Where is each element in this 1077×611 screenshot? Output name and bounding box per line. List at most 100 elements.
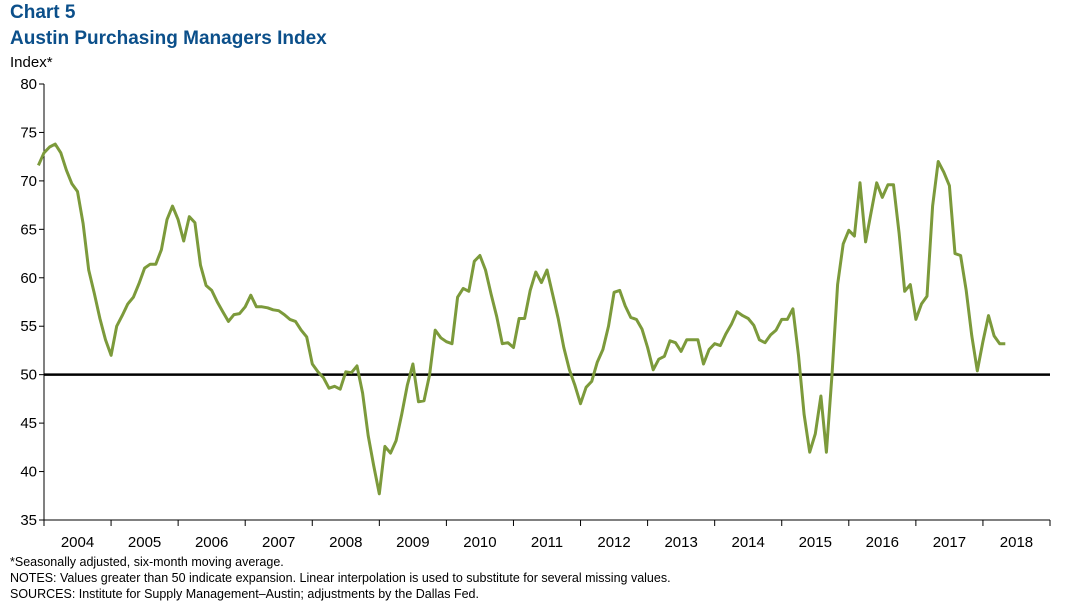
data-point [389, 452, 392, 455]
data-point [395, 439, 398, 442]
data-point [495, 315, 498, 318]
y-tick-label: 55 [20, 318, 37, 335]
data-point [719, 344, 722, 347]
y-tick-label: 65 [20, 221, 37, 238]
data-point [294, 320, 297, 323]
data-point [886, 183, 889, 186]
footnote-sources: SOURCES: Institute for Supply Management… [10, 587, 479, 601]
data-point [205, 284, 208, 287]
x-tick-label: 2015 [799, 534, 832, 551]
data-point [193, 221, 196, 224]
data-point [769, 333, 772, 336]
data-point [791, 307, 794, 310]
x-tick-label: 2014 [732, 534, 765, 551]
data-point [333, 385, 336, 388]
data-point [596, 361, 599, 364]
data-point [685, 338, 688, 341]
data-point [635, 318, 638, 321]
data-point [199, 264, 202, 267]
data-point [255, 305, 258, 308]
data-point [987, 314, 990, 317]
data-point [154, 263, 157, 266]
x-tick-label: 2013 [664, 534, 697, 551]
data-point [182, 240, 185, 243]
data-point [825, 451, 828, 454]
data-point [669, 339, 672, 342]
y-tick-label: 70 [20, 173, 37, 190]
y-axis-unit-label: Index* [10, 54, 53, 71]
data-point [920, 302, 923, 305]
data-point [121, 314, 124, 317]
data-point [277, 309, 280, 312]
y-tick-label: 45 [20, 415, 37, 432]
data-point [702, 363, 705, 366]
x-tick-label: 2010 [463, 534, 496, 551]
data-point [512, 346, 515, 349]
x-tick-label: 2009 [396, 534, 429, 551]
y-tick-label: 75 [20, 124, 37, 141]
data-point [803, 413, 806, 416]
data-point [339, 388, 342, 391]
data-point [104, 338, 107, 341]
data-point [221, 310, 224, 313]
footnote-seasonal: *Seasonally adjusted, six-month moving a… [10, 555, 284, 569]
data-point [568, 368, 571, 371]
data-point [417, 400, 420, 403]
x-tick-label: 2016 [866, 534, 899, 551]
data-point [557, 317, 560, 320]
data-point [37, 164, 40, 167]
data-point [847, 229, 850, 232]
data-point [993, 334, 996, 337]
data-point [898, 232, 901, 235]
data-point [981, 340, 984, 343]
data-point [82, 222, 85, 225]
data-point [501, 342, 504, 345]
data-point [98, 317, 101, 320]
data-point [663, 355, 666, 358]
data-point [546, 269, 549, 272]
data-point [674, 341, 677, 344]
data-point [244, 305, 247, 308]
data-point [736, 310, 739, 313]
data-point [300, 329, 303, 332]
data-point [115, 325, 118, 328]
data-point [624, 304, 627, 307]
chart-number: Chart 5 [10, 2, 76, 23]
data-point [965, 289, 968, 292]
data-point [741, 314, 744, 317]
data-point [456, 296, 459, 299]
data-point [143, 267, 146, 270]
data-point [322, 376, 325, 379]
y-tick-label: 80 [20, 76, 37, 93]
data-point [724, 333, 727, 336]
data-point [657, 358, 660, 361]
data-point [870, 210, 873, 213]
data-point [959, 254, 962, 257]
data-point [680, 350, 683, 353]
data-point [875, 181, 878, 184]
data-point [48, 146, 51, 149]
data-point [93, 292, 96, 295]
data-point [551, 293, 554, 296]
data-point [473, 260, 476, 263]
data-point [126, 302, 129, 305]
data-point [406, 384, 409, 387]
x-tick-label: 2005 [128, 534, 161, 551]
series-line-austin-pmi [37, 142, 1006, 496]
data-point [607, 325, 610, 328]
data-point [808, 451, 811, 454]
data-point [842, 242, 845, 245]
data-point [188, 215, 191, 218]
data-point [909, 283, 912, 286]
data-point [931, 205, 934, 208]
data-point [434, 329, 437, 332]
data-point [691, 338, 694, 341]
data-point [562, 346, 565, 349]
data-point [730, 323, 733, 326]
data-point [758, 338, 761, 341]
y-tick-label: 40 [20, 464, 37, 481]
data-point [942, 171, 945, 174]
data-point [590, 380, 593, 383]
data-point [652, 368, 655, 371]
